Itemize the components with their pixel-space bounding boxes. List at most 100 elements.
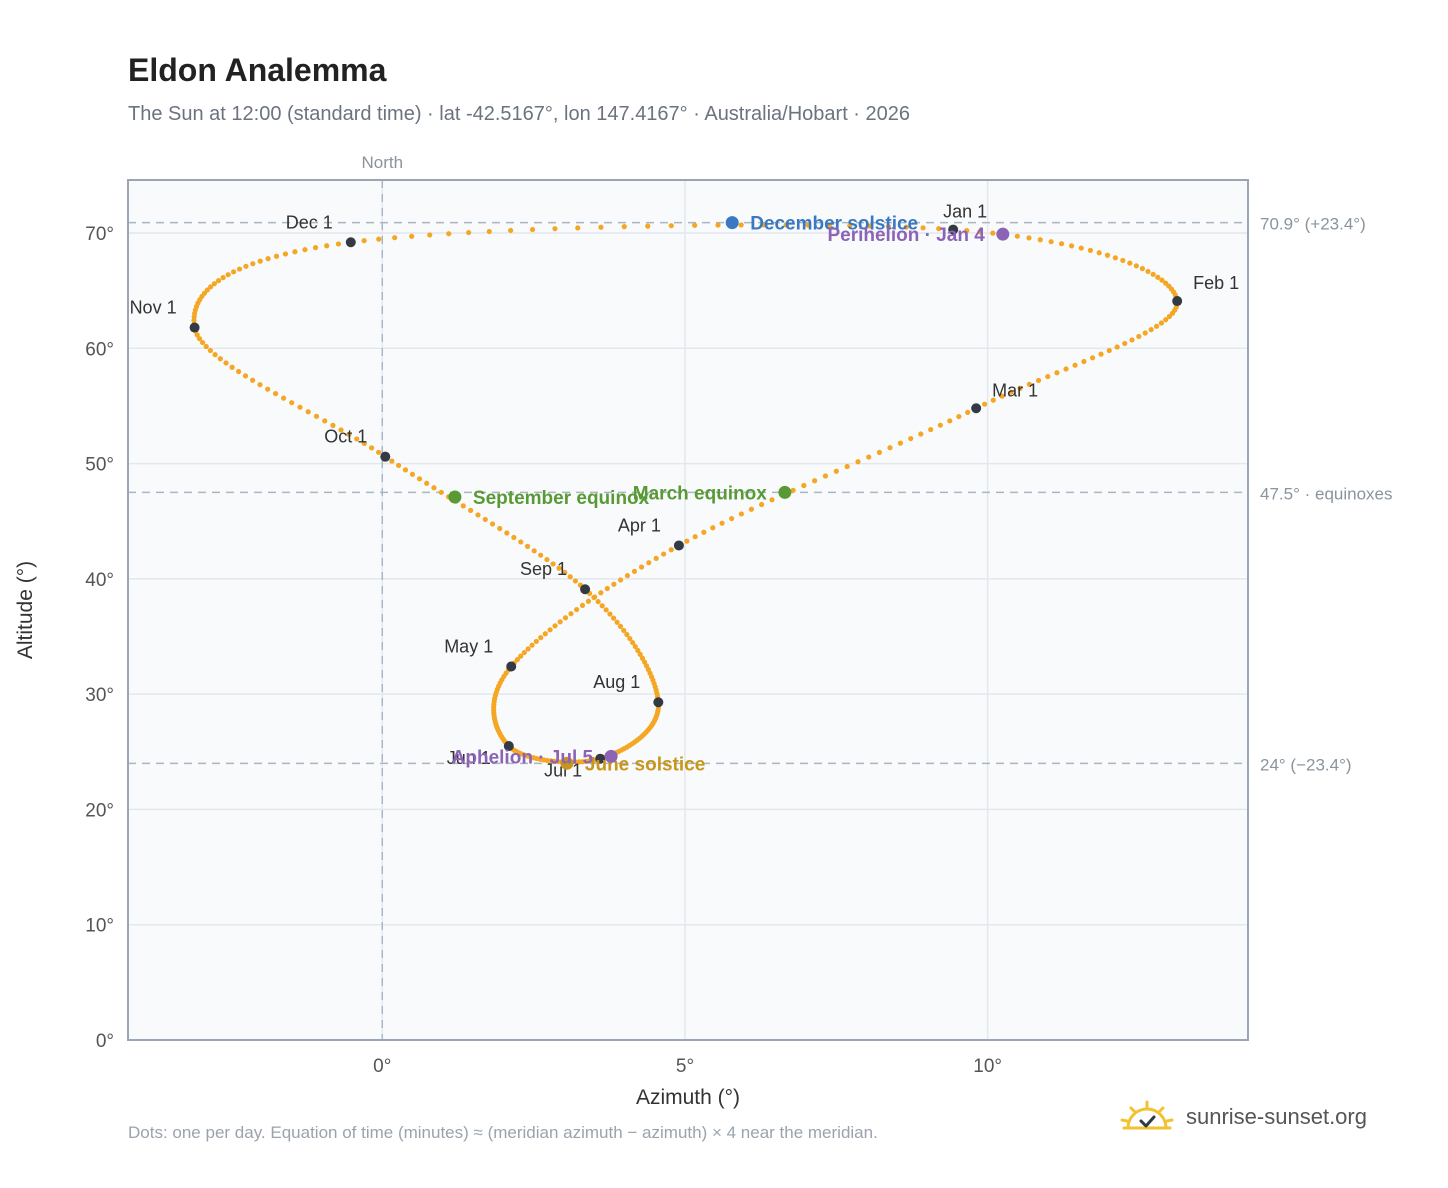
day-dot <box>282 251 289 257</box>
month-marker <box>673 540 684 551</box>
day-dot <box>990 230 996 236</box>
day-dot <box>585 598 592 604</box>
day-dot <box>1026 235 1032 241</box>
day-dot <box>1155 274 1161 280</box>
day-dot <box>199 339 206 346</box>
x-tick-label: 10° <box>973 1056 1002 1077</box>
day-dot <box>805 222 811 228</box>
day-dot <box>409 471 416 477</box>
day-dot <box>312 245 319 251</box>
day-dot <box>1106 347 1112 354</box>
month-marker-label: Aug 1 <box>593 672 640 692</box>
day-dot <box>369 445 375 451</box>
day-dot <box>289 400 295 406</box>
day-dot <box>250 377 256 383</box>
day-dot <box>550 561 556 567</box>
month-marker <box>506 661 517 672</box>
day-dot <box>1153 323 1160 329</box>
day-dot <box>257 258 263 264</box>
day-dot <box>431 485 437 491</box>
plot-area <box>128 180 1248 1040</box>
day-dot <box>529 642 535 648</box>
day-dot <box>215 278 222 284</box>
day-dot <box>977 229 983 235</box>
day-dot <box>466 229 472 236</box>
day-dot <box>1098 351 1104 357</box>
day-dot <box>302 247 308 253</box>
month-marker-label: Sep 1 <box>520 559 567 579</box>
day-dot <box>489 521 496 527</box>
day-dot <box>611 581 617 587</box>
day-dot <box>637 651 643 657</box>
chart-title: Eldon Analemma <box>128 52 387 88</box>
day-dot <box>212 352 218 358</box>
day-dot <box>937 422 943 428</box>
day-dot <box>1133 263 1139 269</box>
event-marker <box>996 227 1010 241</box>
day-dot <box>330 422 336 428</box>
day-dot <box>638 564 645 570</box>
day-dot <box>618 577 624 583</box>
day-dot <box>885 223 891 230</box>
day-dot <box>292 249 298 255</box>
day-dot <box>591 594 597 601</box>
day-dot <box>402 467 409 473</box>
day-dot <box>624 631 630 638</box>
month-marker <box>971 403 982 414</box>
brand[interactable]: sunrise-sunset.org <box>1120 1100 1367 1134</box>
day-dot <box>684 538 690 544</box>
day-dot <box>641 659 648 665</box>
event-marker <box>604 749 618 763</box>
day-dot <box>632 643 638 650</box>
day-dot <box>1166 313 1172 320</box>
day-dot <box>1008 389 1014 395</box>
day-dot <box>547 627 553 633</box>
day-dot <box>999 393 1005 399</box>
day-dot <box>1089 355 1096 361</box>
y-tick-label: 0° <box>96 1031 114 1052</box>
day-dot <box>225 272 231 278</box>
day-dot <box>847 222 853 229</box>
day-dot <box>1087 247 1094 253</box>
y-tick-label: 30° <box>85 685 114 706</box>
day-dot <box>646 560 652 566</box>
day-dot <box>876 449 883 455</box>
day-dot <box>361 238 367 244</box>
day-dot <box>518 653 524 659</box>
day-dot <box>614 619 620 625</box>
day-dot <box>568 611 574 617</box>
day-dot <box>1058 241 1065 247</box>
day-dot <box>424 480 430 486</box>
event-marker <box>448 490 462 504</box>
day-dot <box>236 368 242 375</box>
day-dot <box>250 261 256 267</box>
day-dot <box>575 225 581 231</box>
month-marker-label: Feb 1 <box>1193 273 1239 293</box>
month-marker <box>948 224 959 235</box>
x-axis-title: Azimuth (°) <box>636 1086 740 1109</box>
day-dot <box>552 623 558 629</box>
plot-frame <box>127 179 1249 1041</box>
day-dot <box>242 373 249 379</box>
day-dot <box>617 623 624 629</box>
day-dot <box>338 427 344 433</box>
day-dot <box>389 458 395 464</box>
day-dot <box>866 454 872 460</box>
day-dot <box>376 449 382 455</box>
day-dot <box>231 269 237 275</box>
month-marker-label: Dec 1 <box>286 212 333 232</box>
day-dot <box>822 473 829 479</box>
day-dot <box>947 418 953 424</box>
day-dot <box>504 530 510 536</box>
day-dot <box>1145 268 1151 275</box>
day-dot <box>265 386 271 392</box>
day-dot <box>538 552 544 558</box>
day-dot <box>475 512 481 518</box>
day-dot <box>653 555 659 561</box>
day-dot <box>562 569 568 576</box>
day-dot <box>1045 373 1051 380</box>
day-dot <box>936 226 942 232</box>
day-dot <box>1104 252 1111 258</box>
day-dot <box>1127 260 1133 266</box>
event-marker <box>725 216 739 230</box>
